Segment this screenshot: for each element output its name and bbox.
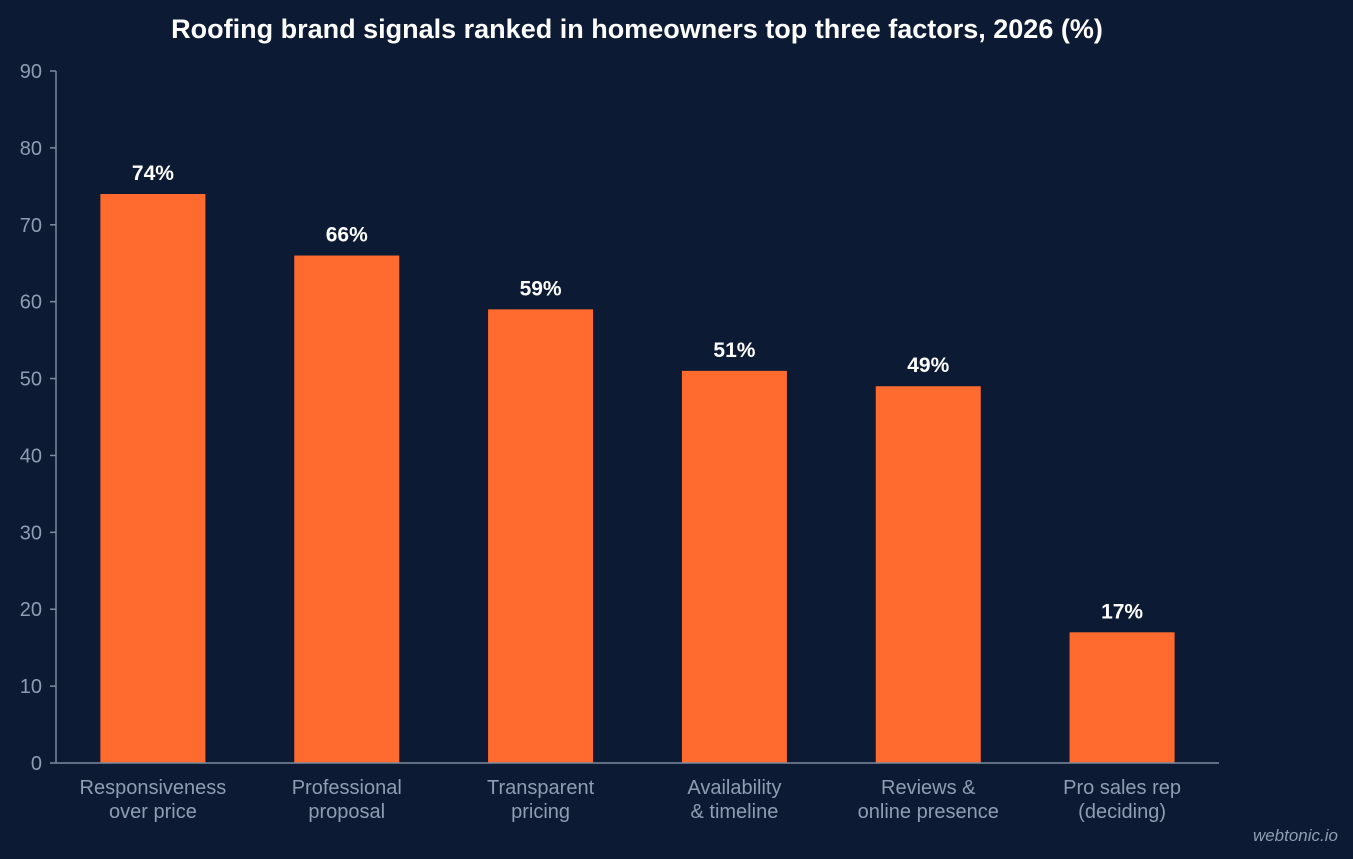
y-tick-label: 50 (20, 369, 42, 391)
x-category-label: pricing (511, 801, 570, 823)
y-tick-label: 70 (20, 215, 42, 237)
bar-value-label: 51% (713, 339, 755, 362)
y-tick-label: 0 (31, 753, 42, 775)
y-tick-label: 40 (20, 445, 42, 467)
x-category-label: Availability (687, 777, 781, 799)
bar-value-label: 49% (907, 354, 949, 377)
bar-value-label: 66% (326, 224, 368, 247)
bar (875, 386, 981, 763)
bar (294, 255, 400, 764)
bar-value-label: 59% (520, 277, 562, 300)
x-category-label: & timeline (691, 801, 779, 823)
y-tick-label: 30 (20, 522, 42, 544)
y-tick-label: 90 (20, 61, 42, 83)
bar (681, 370, 787, 763)
bar (100, 194, 206, 763)
y-tick-label: 60 (20, 292, 42, 314)
y-tick-label: 10 (20, 676, 42, 698)
watermark: webtonic.io (1253, 826, 1338, 845)
bars-group (100, 194, 1175, 764)
x-category-label: (deciding) (1078, 801, 1166, 823)
value-labels-group: 74% 66% 59% 51% 49% 17% (132, 162, 1144, 623)
bar-value-label: 17% (1101, 600, 1143, 623)
x-category-label: Reviews & (881, 777, 976, 799)
x-category-label: online presence (858, 801, 999, 823)
bar-value-label: 74% (132, 162, 174, 185)
x-category-label: proposal (308, 801, 385, 823)
chart-title: Roofing brand signals ranked in homeowne… (171, 14, 1103, 44)
x-category-label: Transparent (487, 777, 595, 799)
x-category-label: Responsiveness (80, 777, 227, 799)
x-category-label: over price (109, 801, 197, 823)
y-axis-ticks: 0 10 20 30 40 50 60 70 80 90 (20, 61, 56, 775)
x-category-label: Professional (292, 777, 402, 799)
bar (488, 309, 594, 763)
y-tick-label: 20 (20, 599, 42, 621)
x-category-label: Pro sales rep (1063, 777, 1181, 799)
bar (1069, 632, 1175, 763)
y-tick-label: 80 (20, 138, 42, 160)
